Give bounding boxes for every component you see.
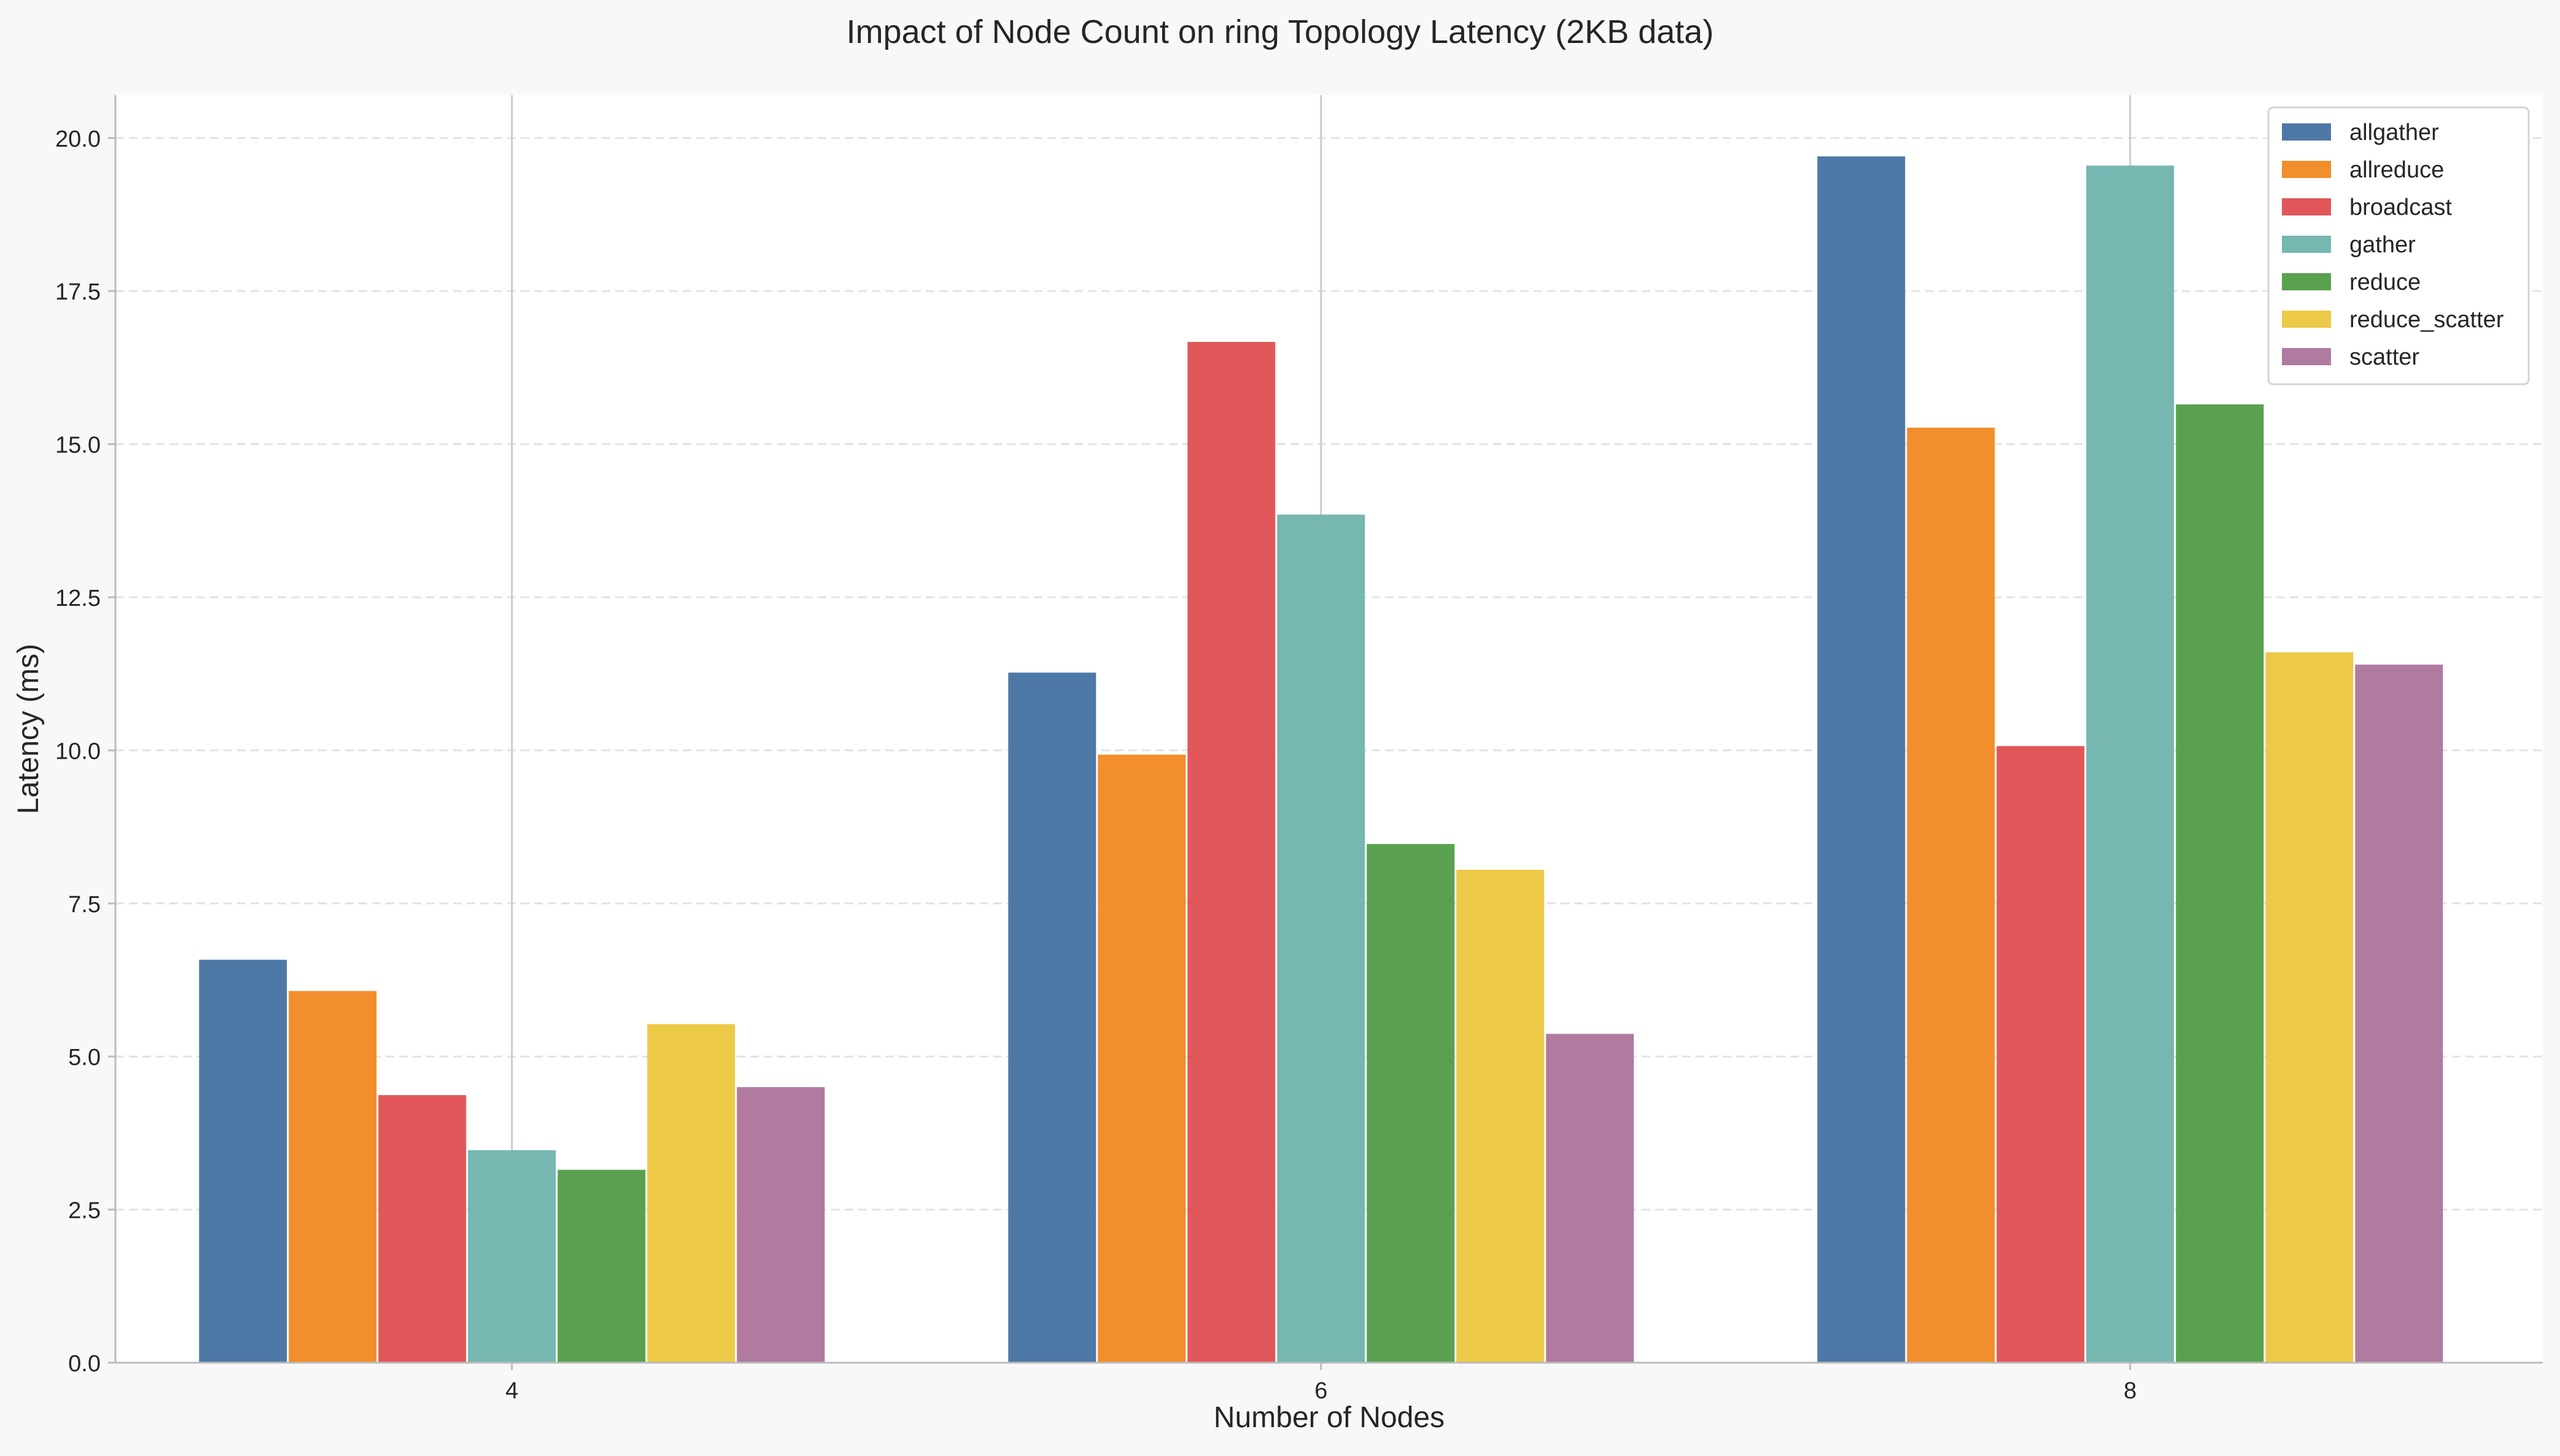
bar-allgather-4 [199,959,287,1363]
x-tick-label: 4 [505,1378,518,1404]
y-tick-label: 15.0 [55,433,101,459]
y-tick-label: 12.5 [55,586,101,611]
legend-swatch-reduce [2282,273,2331,290]
legend-box [2267,106,2530,385]
y-tick-label: 0.0 [68,1351,101,1377]
bar-reduce_scatter-4 [647,1024,735,1363]
y-tick-label: 5.0 [68,1045,101,1071]
y-tick-label: 2.5 [68,1198,101,1224]
bar-broadcast-4 [378,1095,467,1363]
x-tick-label: 8 [2124,1378,2136,1404]
bar-gather-6 [1277,514,1365,1363]
bar-reduce-8 [2176,404,2264,1363]
bars [199,156,2443,1363]
y-axis-ticks: 0.0 2.5 5.0 7.5 10.0 12.5 15.0 17.5 20.0 [55,126,115,1377]
legend-swatch-broadcast [2282,198,2331,215]
bar-broadcast-8 [1996,746,2085,1363]
bar-reduce_scatter-8 [2265,652,2354,1363]
legend: allgather allreduce broadcast gather reduce r… [2267,106,2530,385]
legend-label-allgather: allgather [2349,120,2439,145]
bar-allreduce-6 [1098,754,1186,1363]
bar-gather-8 [2086,165,2174,1363]
legend-swatch-reduce_scatter [2282,311,2331,328]
bar-allreduce-8 [1907,427,1995,1363]
bar-scatter-4 [737,1087,825,1363]
bar-allgather-8 [1817,156,1906,1363]
chart-title: Impact of Node Count on ring Topology La… [847,14,1714,50]
x-axis-ticks: 4 6 8 [505,1363,2136,1404]
legend-label-gather: gather [2349,232,2416,258]
y-tick-label: 7.5 [68,892,101,918]
bar-reduce_scatter-6 [1456,869,1545,1363]
legend-label-broadcast: broadcast [2349,195,2452,220]
legend-swatch-allreduce [2282,161,2331,178]
legend-swatch-gather [2282,236,2331,253]
x-tick-label: 6 [1314,1378,1327,1404]
bar-reduce-6 [1367,844,1455,1363]
bar-allgather-6 [1008,672,1096,1363]
legend-label-reduce_scatter: reduce_scatter [2349,307,2504,333]
y-tick-label: 10.0 [55,738,101,764]
legend-label-scatter: scatter [2349,344,2419,370]
bar-reduce-4 [557,1169,646,1363]
legend-label-allreduce: allreduce [2349,157,2444,183]
y-tick-label: 20.0 [55,126,101,152]
bar-scatter-8 [2355,664,2443,1363]
legend-label-reduce: reduce [2349,269,2421,295]
legend-swatch-scatter [2282,348,2331,365]
bar-allreduce-4 [289,991,377,1363]
y-axis-label: Latency (ms) [12,644,45,814]
bar-scatter-6 [1546,1034,1634,1363]
bar-gather-4 [468,1150,556,1363]
axes [114,95,2543,1364]
legend-swatch-allgather [2282,123,2331,141]
bar-broadcast-6 [1187,342,1276,1363]
y-tick-label: 17.5 [55,279,101,305]
x-axis-label: Number of Nodes [1214,1401,1445,1434]
